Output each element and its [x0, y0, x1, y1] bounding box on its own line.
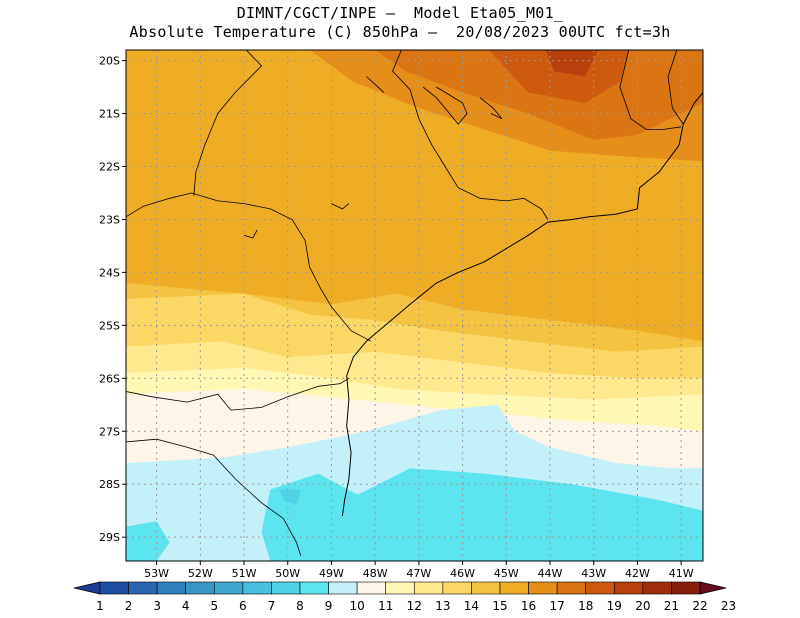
longitude-tick-label: 50W	[275, 567, 300, 580]
state-border	[193, 50, 263, 196]
map-frame	[125, 49, 704, 562]
latitude-tick-label: 25S	[99, 319, 120, 332]
colorbar-segment	[156, 581, 187, 595]
colorbar-segment	[671, 581, 701, 595]
colorbar-label: 11	[378, 599, 393, 613]
colorbar-label: 7	[268, 599, 276, 613]
colorbar-segment	[356, 581, 387, 595]
graticule-grid	[126, 50, 703, 561]
latitude-tick-label: 22S	[99, 160, 120, 173]
colorbar-segment	[185, 581, 215, 595]
colorbar-label: 15	[492, 599, 507, 613]
colorbar-segment	[471, 581, 501, 595]
longitude-tick-label: 48W	[363, 567, 388, 580]
colorbar-segment	[328, 581, 358, 595]
colorbar-segment	[642, 581, 672, 595]
temperature-region-9	[261, 468, 703, 561]
reservoir-outline	[422, 86, 468, 125]
colorbar-label: 10	[350, 599, 365, 613]
colorbar-label: 16	[521, 599, 536, 613]
colorbar-segment	[128, 581, 158, 595]
latitude-axis: 20S 21S 22S 23S 24S 25S 26S 27S 28S 29S	[99, 55, 126, 544]
colorbar-segment	[442, 581, 472, 595]
state-border	[126, 192, 371, 342]
temperature-region-9	[126, 521, 170, 561]
latitude-tick-label: 28S	[99, 478, 120, 491]
colorbar-label: 12	[407, 599, 422, 613]
colorbar-label: 19	[607, 599, 622, 613]
colorbar-label: 5	[210, 599, 218, 613]
reservoir-outline	[479, 97, 503, 120]
colorbar-label: 21	[664, 599, 679, 613]
colorbar-label: 22	[692, 599, 707, 613]
longitude-tick-label: 45W	[494, 567, 519, 580]
reservoir-outline	[331, 203, 350, 210]
colorbar-label: 3	[153, 599, 161, 613]
latitude-tick-label: 23S	[99, 213, 120, 226]
colorbar-label: 8	[296, 599, 304, 613]
longitude-tick-label: 46W	[450, 567, 475, 580]
colorbar-label: 2	[125, 599, 133, 613]
colorbar-segment	[613, 581, 644, 595]
temperature-region-20	[545, 50, 599, 77]
map-area	[126, 50, 703, 561]
colorbar-segment	[556, 581, 587, 595]
temperature-fill-layer	[126, 50, 703, 561]
state-border	[126, 438, 302, 556]
latitude-tick-label: 21S	[99, 108, 120, 121]
longitude-tick-label: 53W	[144, 567, 169, 580]
colorbar-upper-arrow	[699, 581, 727, 595]
colorbar-label: 4	[182, 599, 190, 613]
longitude-tick-label: 47W	[406, 567, 431, 580]
longitude-tick-label: 42W	[625, 567, 650, 580]
colorbar-label: 1	[96, 599, 104, 613]
colorbar-segment	[585, 581, 615, 595]
state-border	[392, 50, 549, 220]
longitude-tick-label: 51W	[232, 567, 257, 580]
colorbar-segment	[299, 581, 329, 595]
colorbar-label: 6	[239, 599, 247, 613]
chart-title-line1: DIMNT/CGCT/INPE – Model Eta05_M01_	[236, 4, 564, 22]
reservoir-outline	[243, 229, 258, 239]
geographic-boundaries	[126, 50, 703, 556]
state-border	[619, 50, 682, 130]
longitude-tick-label: 44W	[538, 567, 563, 580]
latitude-tick-label: 26S	[99, 372, 120, 385]
longitude-tick-label: 41W	[669, 567, 694, 580]
colorbar-label: 18	[578, 599, 593, 613]
longitude-tick-label: 49W	[319, 567, 344, 580]
colorbar-label: 13	[435, 599, 450, 613]
latitude-tick-label: 29S	[99, 531, 120, 544]
colorbar-segment	[528, 581, 558, 595]
colorbar-segment	[242, 581, 272, 595]
colorbar-lower-arrow	[73, 581, 101, 595]
longitude-tick-label: 52W	[188, 567, 213, 580]
state-border	[126, 377, 350, 411]
colorbar: 1 2 3 4 5 6 7 8 9 10 11 12 13 14 15 16 17 18 19 20 21 22 23	[73, 581, 736, 613]
colorbar-segment	[413, 581, 444, 595]
colorbar-label: 14	[464, 599, 479, 613]
colorbar-segment	[99, 581, 129, 595]
coastline	[341, 92, 703, 517]
colorbar-label: 23	[721, 599, 736, 613]
colorbar-label: 20	[635, 599, 650, 613]
chart-title-line2: Absolute Temperature (C) 850hPa – 20/08/…	[129, 23, 671, 41]
latitude-tick-label: 20S	[99, 55, 120, 68]
latitude-tick-label: 27S	[99, 425, 120, 438]
temperature-region-8	[279, 489, 301, 506]
state-border	[667, 50, 684, 125]
latitude-tick-label: 24S	[99, 266, 120, 279]
colorbar-segment	[385, 581, 415, 595]
longitude-axis: 53W 52W 51W 50W 49W 48W 47W 46W 45W 44W 43W 42W 41W	[144, 561, 694, 580]
colorbar-label: 9	[325, 599, 333, 613]
colorbar-segment	[213, 581, 244, 595]
reservoir-outline	[366, 76, 385, 93]
colorbar-label: 17	[550, 599, 565, 613]
longitude-tick-label: 43W	[581, 567, 606, 580]
colorbar-segment	[271, 581, 301, 595]
colorbar-segment	[499, 581, 529, 595]
